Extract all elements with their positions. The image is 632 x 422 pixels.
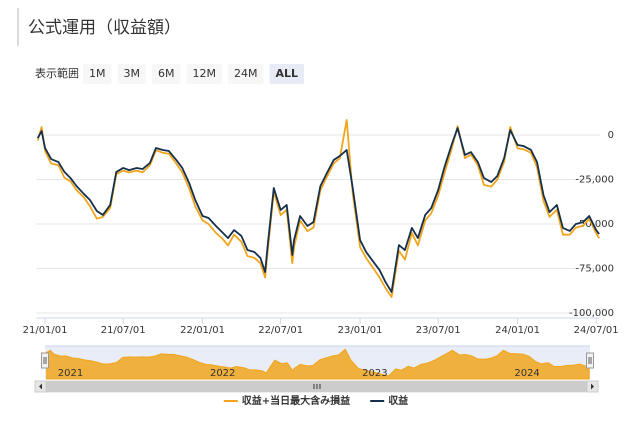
handle-grip	[43, 357, 47, 364]
range-button-label[interactable]: 12M	[193, 67, 217, 80]
x-tick-label: 22/07/01	[258, 325, 303, 336]
legend-label[interactable]: 収益+当日最大含み損益	[242, 394, 350, 407]
navigator-area	[46, 348, 590, 380]
range-button-label[interactable]: ALL	[276, 67, 299, 80]
plot: 0 -25,000 -50,000 -75,000 -100,000 21/01/01 21…	[23, 119, 619, 336]
x-tick-label: 24/01/01	[495, 325, 540, 336]
range-buttons: 1M 3M 6M 12M 24M ALL	[83, 64, 305, 84]
scrollbar	[34, 380, 599, 393]
range-button[interactable]	[117, 64, 147, 84]
x-tick-label: 22/01/01	[180, 325, 225, 336]
x-tick-label: 24/07/01	[574, 325, 619, 336]
legend-label[interactable]: 収益	[388, 394, 408, 407]
legend: 収益+当日最大含み損益 収益	[223, 394, 408, 407]
range-button[interactable]	[269, 64, 305, 84]
series-line	[36, 127, 600, 293]
navigator-label: 2024	[514, 368, 539, 379]
x-tick-label: 23/01/01	[338, 325, 383, 336]
range-label: 表示範囲	[35, 66, 79, 80]
navigator-handle[interactable]	[586, 352, 594, 369]
range-button-label[interactable]: 1M	[89, 67, 106, 80]
x-tick-label: 23/07/01	[416, 325, 461, 336]
arrow-right	[591, 383, 594, 390]
y-tick-label: -25,000	[575, 175, 614, 186]
range-button-label[interactable]: 3M	[124, 67, 141, 80]
navigator: 2021 2022 2023 2024	[41, 345, 594, 380]
range-button[interactable]	[228, 64, 264, 84]
y-tick-label: -100,000	[569, 308, 614, 319]
scrollbar-grip	[313, 384, 321, 389]
navigator-label: 2021	[58, 368, 83, 379]
navigator-label: 2023	[362, 368, 387, 379]
y-tick-label: -50,000	[575, 219, 614, 230]
range-button[interactable]	[83, 64, 112, 84]
navigator-handle[interactable]	[41, 352, 49, 369]
range-button[interactable]	[186, 64, 223, 84]
y-tick-label: -75,000	[575, 264, 614, 275]
page-title: 公式運用（収益額）	[28, 18, 181, 38]
x-tick-label: 21/07/01	[101, 325, 146, 336]
range-button-label[interactable]: 6M	[158, 67, 175, 80]
range-button[interactable]	[152, 64, 181, 84]
x-tick-label: 21/01/01	[23, 325, 68, 336]
navigator-label: 2022	[210, 368, 235, 379]
arrow-left	[39, 383, 42, 390]
handle-grip	[588, 357, 592, 364]
y-tick-label: 0	[608, 130, 614, 141]
range-button-label[interactable]: 24M	[234, 67, 258, 80]
